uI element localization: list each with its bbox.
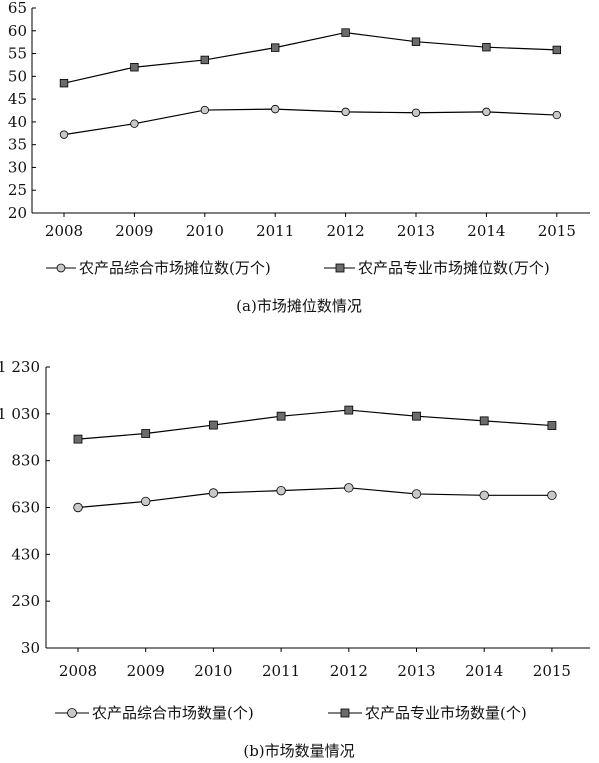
data-point xyxy=(140,496,151,507)
series-line xyxy=(77,409,552,440)
x-tick-label: 2013 xyxy=(397,662,435,680)
x-tick-label: 2010 xyxy=(194,662,232,680)
y-tick-label: 630 xyxy=(11,499,40,517)
data-point xyxy=(73,434,83,444)
data-point xyxy=(73,502,83,513)
legend-circle-marker xyxy=(67,708,77,718)
data-point xyxy=(59,78,69,88)
x-tick-label: 2011 xyxy=(256,222,294,240)
legend-item: 农产品专业市场数量(个) xyxy=(328,704,527,722)
legend-label: 农产品综合市场数量(个) xyxy=(92,704,254,722)
data-point xyxy=(200,55,209,65)
data-point xyxy=(141,429,151,438)
data-point xyxy=(200,105,209,115)
data-point xyxy=(208,420,218,430)
legend-item: 农产品专业市场摊位数(万个) xyxy=(324,259,550,277)
data-point xyxy=(411,37,421,46)
data-point xyxy=(341,28,350,37)
data-point xyxy=(276,485,286,496)
y-tick-label: 25 xyxy=(8,181,27,199)
data-point xyxy=(547,490,557,501)
series-group xyxy=(73,405,557,513)
legend-square-marker xyxy=(335,263,345,273)
y-tick-label: 65 xyxy=(8,0,27,17)
x-tick-label: 2008 xyxy=(45,222,83,240)
data-point xyxy=(552,45,561,55)
data-point xyxy=(552,110,561,120)
y-tick-label: 45 xyxy=(8,90,27,108)
y-tick-label: 830 xyxy=(11,452,40,470)
data-point xyxy=(208,488,219,498)
legend: 农产品综合市场数量(个) 农产品专业市场数量(个) xyxy=(55,704,527,722)
y-tick-label: 30 xyxy=(8,158,27,176)
x-tick-label: 2014 xyxy=(467,222,505,240)
y-tick-label: 430 xyxy=(11,545,40,563)
x-tick-label: 2015 xyxy=(538,222,576,240)
x-tick-label: 2014 xyxy=(465,662,503,680)
chart-b: 30 230 430 630 830 1 030 1 230 2008 2009 2010 201… xyxy=(0,358,590,760)
data-point xyxy=(547,421,557,430)
x-tick-label: 2010 xyxy=(186,222,224,240)
chart-a: 20 25 30 35 40 45 50 55 60 65 2008 2009 2010 2011 201… xyxy=(8,0,590,315)
y-tick-label: 40 xyxy=(8,113,27,131)
legend-label: 农产品专业市场摊位数(万个) xyxy=(358,259,550,277)
y-tick-label: 20 xyxy=(8,204,27,222)
legend-item: 农产品综合市场数量(个) xyxy=(55,704,254,722)
legend-square-marker xyxy=(340,708,350,718)
data-point xyxy=(341,107,350,117)
data-point xyxy=(270,43,280,52)
x-ticks: 2008 2009 2010 2011 2012 2013 2014 2015 xyxy=(59,648,571,680)
data-point xyxy=(344,483,354,493)
data-point xyxy=(479,490,489,501)
data-point xyxy=(130,119,139,128)
y-tick-label: 1 030 xyxy=(0,405,40,423)
series-line xyxy=(77,487,552,509)
data-point xyxy=(411,489,422,499)
y-ticks: 30 230 430 630 830 1 030 1 230 xyxy=(0,358,50,657)
y-tick-label: 35 xyxy=(8,136,27,154)
series-line xyxy=(63,31,557,84)
chart-caption: (b)市场数量情况 xyxy=(243,742,354,760)
legend-item: 农产品综合市场摊位数(万个) xyxy=(46,259,271,277)
y-tick-label: 50 xyxy=(8,67,27,85)
series-group xyxy=(59,28,561,139)
data-point xyxy=(412,411,421,421)
x-tick-label: 2009 xyxy=(115,222,153,240)
legend-circle-marker xyxy=(56,263,66,273)
y-tick-label: 55 xyxy=(8,45,27,63)
x-tick-label: 2009 xyxy=(127,662,165,680)
data-point xyxy=(479,416,489,426)
y-ticks: 20 25 30 35 40 45 50 55 60 65 xyxy=(8,0,36,222)
data-point xyxy=(411,108,421,117)
x-tick-label: 2011 xyxy=(262,662,300,680)
y-tick-label: 30 xyxy=(21,639,40,657)
data-point xyxy=(59,130,69,139)
data-point xyxy=(276,411,286,421)
data-point xyxy=(482,42,491,52)
chart-caption: (a)市场摊位数情况 xyxy=(236,297,362,315)
data-point xyxy=(344,405,354,415)
y-tick-label: 60 xyxy=(8,22,27,40)
x-tick-label: 2012 xyxy=(330,662,368,680)
x-tick-label: 2015 xyxy=(533,662,571,680)
series-line xyxy=(63,108,557,136)
legend-label: 农产品综合市场摊位数(万个) xyxy=(79,259,271,277)
x-ticks: 2008 2009 2010 2011 2012 2013 2014 2015 xyxy=(45,213,576,240)
x-tick-label: 2012 xyxy=(327,222,365,240)
legend: 农产品综合市场摊位数(万个) 农产品专业市场摊位数(万个) xyxy=(46,259,550,277)
x-tick-label: 2013 xyxy=(397,222,435,240)
x-tick-label: 2008 xyxy=(59,662,97,680)
data-point xyxy=(130,63,139,72)
y-tick-label: 230 xyxy=(11,592,40,610)
data-point xyxy=(271,104,280,114)
data-point xyxy=(482,107,491,117)
y-tick-label: 1 230 xyxy=(0,358,40,376)
legend-label: 农产品专业市场数量(个) xyxy=(365,704,527,722)
